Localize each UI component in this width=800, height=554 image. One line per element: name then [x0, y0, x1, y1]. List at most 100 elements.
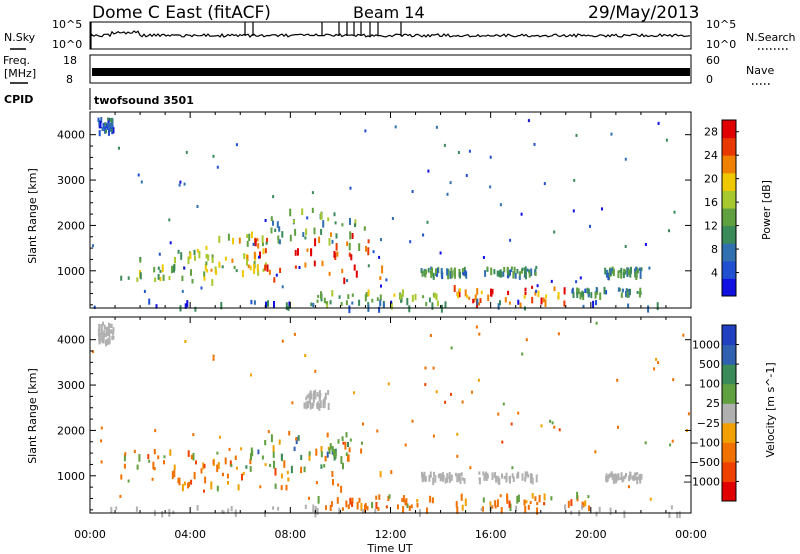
- range-gate-cell: [457, 474, 460, 482]
- range-gate-cell: [210, 481, 213, 490]
- range-gate-cell: [533, 142, 536, 146]
- range-gate-cell: [250, 231, 253, 239]
- range-gate-cell: [639, 287, 642, 292]
- range-gate-cell: [500, 271, 503, 278]
- range-gate-cell: [243, 253, 246, 259]
- range-gate-cell: [214, 266, 217, 273]
- range-gate-cell: [273, 277, 276, 283]
- range-gate-cell: [450, 270, 453, 279]
- range-gate-cell: [293, 332, 296, 336]
- range-gate-cell: [461, 504, 464, 511]
- range-gate-cell: [205, 253, 208, 259]
- range-gate-cell: [364, 294, 367, 302]
- range-gate-cell: [330, 501, 333, 507]
- range-gate-cell: [200, 468, 203, 474]
- range-gate-cell: [212, 460, 215, 465]
- range-gate-cell: [668, 229, 670, 233]
- range-gate-cell: [435, 293, 438, 301]
- range-gate-cell: [256, 237, 259, 242]
- range-gate-cell: [261, 235, 264, 244]
- range-gate-cell: [107, 117, 110, 121]
- range-gate-cell: [204, 263, 207, 271]
- nave-tick-bottom: 0: [706, 73, 713, 86]
- range-gate-cell: [133, 449, 136, 453]
- range-gate-cell: [249, 458, 252, 465]
- nsearch-tick-top: 10^5: [706, 18, 736, 31]
- range-gate-cell: [308, 392, 311, 398]
- power-ylabel: Slant Range [km]: [26, 168, 39, 264]
- range-gate-cell: [367, 239, 370, 244]
- range-gate-cell: [232, 237, 234, 245]
- colorbar-segment: [722, 344, 736, 365]
- range-gate-cell: [345, 300, 348, 306]
- range-gate-cell: [653, 367, 656, 371]
- x-tick-label: 08:00: [274, 528, 306, 541]
- scatter-region: [97, 117, 115, 137]
- range-gate-cell: [490, 290, 493, 297]
- range-gate-cell: [453, 285, 456, 292]
- range-gate-cell: [305, 396, 308, 401]
- freq-unit-label: [MHz]: [4, 67, 36, 80]
- scatter-region: [420, 266, 468, 280]
- range-gate-cell: [436, 273, 438, 277]
- range-gate-cell: [499, 203, 502, 207]
- scatter-region: [316, 289, 439, 310]
- range-gate-cell: [508, 500, 511, 508]
- range-gate-cell: [510, 266, 513, 270]
- range-gate-cell: [440, 304, 443, 313]
- range-gate-cell: [312, 391, 315, 397]
- range-gate-cell: [345, 432, 348, 438]
- range-gate-cell: [272, 445, 275, 453]
- range-gate-cell: [159, 269, 162, 273]
- range-gate-cell: [314, 369, 317, 373]
- range-gate-cell: [441, 272, 444, 280]
- range-gate-cell: [342, 441, 345, 445]
- range-gate-cell: [136, 464, 139, 470]
- range-gate-cell: [108, 329, 111, 337]
- range-gate-cell: [306, 248, 309, 252]
- range-gate-cell: [388, 494, 391, 499]
- range-gate-cell: [288, 430, 291, 436]
- range-gate-cell: [421, 271, 424, 277]
- scatter-region: [120, 449, 229, 492]
- range-gate-cell: [110, 324, 113, 328]
- range-gate-cell: [138, 454, 141, 462]
- range-gate-cell: [327, 390, 330, 395]
- range-gate-cell: [297, 248, 299, 256]
- range-gate-cell: [249, 466, 252, 472]
- range-gate-cell: [586, 287, 589, 294]
- range-gate-cell: [381, 265, 384, 274]
- colorbar-tick-label: 8: [711, 243, 718, 256]
- range-gate-cell: [638, 475, 641, 479]
- range-gate-cell: [620, 267, 623, 275]
- range-gate-cell: [432, 366, 435, 370]
- range-gate-cell: [340, 302, 343, 306]
- range-gate-cell: [270, 216, 273, 221]
- range-gate-cell: [112, 331, 115, 336]
- range-gate-cell: [168, 276, 171, 281]
- range-gate-cell: [525, 271, 527, 280]
- colorbar-segment: [722, 422, 736, 443]
- range-gate-cell: [347, 504, 350, 510]
- range-gate-cell: [273, 460, 275, 469]
- range-gate-cell: [161, 264, 164, 273]
- range-gate-cell: [289, 234, 292, 242]
- range-gate-cell: [493, 269, 496, 275]
- range-gate-cell: [620, 272, 623, 279]
- range-gate-cell: [434, 475, 437, 483]
- range-gate-cell: [217, 462, 220, 469]
- range-gate-cell: [265, 241, 268, 245]
- range-gate-cell: [416, 499, 419, 503]
- range-gate-cell: [224, 256, 227, 261]
- range-gate-cell: [468, 149, 471, 153]
- freq-band: [92, 68, 690, 76]
- range-gate-cell: [526, 471, 529, 477]
- range-gate-cell: [203, 489, 205, 493]
- range-gate-cell: [518, 272, 521, 280]
- range-gate-cell: [211, 254, 214, 261]
- colorbar-segment: [722, 155, 736, 174]
- range-gate-cell: [374, 508, 377, 513]
- range-gate-cell: [536, 507, 539, 515]
- scatter-region: [245, 432, 352, 474]
